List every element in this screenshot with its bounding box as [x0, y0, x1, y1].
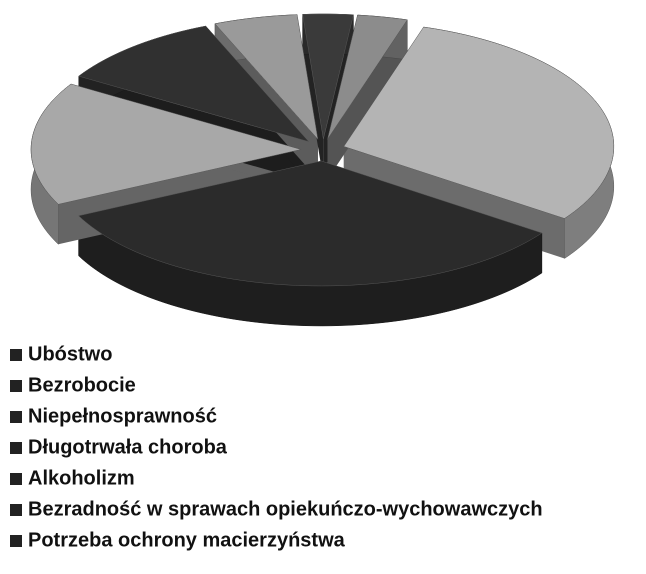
slice [302, 13, 354, 140]
legend-label: Niepełnosprawność [28, 405, 217, 427]
slice [78, 160, 543, 287]
legend-label: Bezradność w sprawach opiekuńczo-wychowa… [28, 498, 543, 520]
legend-label: Ubóstwo [28, 343, 112, 365]
slice [214, 14, 319, 141]
legend-label: Długotrwała choroba [28, 436, 228, 458]
legend-label: Alkoholizm [28, 467, 135, 489]
legend: Ubóstwo Bezrobocie Niepełnosprawność Długot… [10, 343, 543, 551]
legend-swatch [10, 442, 22, 454]
legend-swatch [10, 473, 22, 485]
slice [78, 25, 310, 143]
legend-label: Potrzeba ochrony macierzyństwa [28, 529, 346, 551]
slice-edge [302, 14, 324, 180]
pie-tops [30, 13, 615, 287]
slice-edge [327, 19, 408, 180]
legend-swatch [10, 349, 22, 361]
slice [327, 14, 408, 140]
slice [343, 26, 615, 219]
legend-swatch [10, 380, 22, 392]
legend-label: Bezrobocie [28, 374, 136, 396]
legend-swatch [10, 504, 22, 516]
legend-swatch [10, 411, 22, 423]
slice [30, 83, 302, 205]
legend-swatch [10, 535, 22, 547]
